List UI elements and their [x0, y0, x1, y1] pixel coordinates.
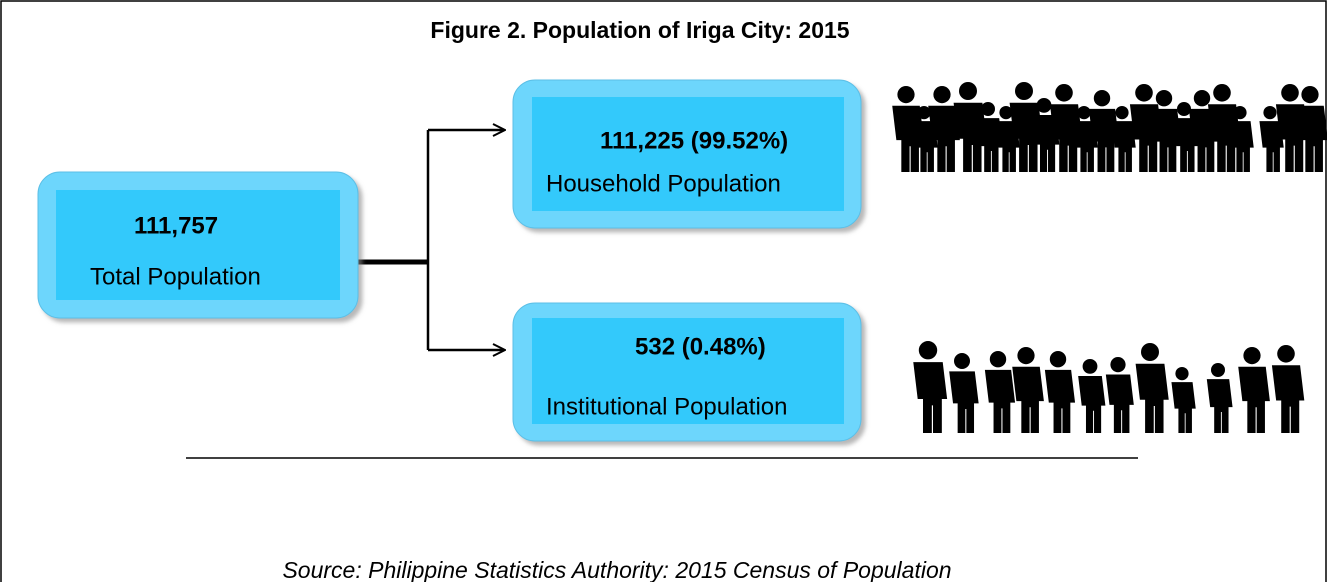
silhouette — [1238, 367, 1270, 433]
silhouette — [1272, 365, 1304, 433]
node-value: 111,225 (99.52%) — [600, 127, 788, 154]
silhouette — [1078, 376, 1105, 433]
silhouette — [1083, 359, 1098, 374]
node-value: 532 (0.48%) — [635, 333, 766, 360]
silhouette — [1141, 343, 1159, 361]
silhouette — [990, 351, 1006, 367]
node-label: Institutional Population — [546, 393, 788, 420]
silhouette — [1017, 347, 1034, 364]
silhouette — [1110, 357, 1125, 372]
silhouette — [919, 341, 937, 359]
silhouette — [1171, 382, 1195, 433]
silhouette — [1136, 364, 1169, 433]
silhouette — [913, 362, 947, 433]
people-icons — [892, 82, 1327, 433]
node-label: Total Population — [90, 263, 261, 290]
silhouette — [897, 86, 914, 103]
silhouette — [1012, 367, 1044, 433]
node-institutional: 532 (0.48%) Institutional Population — [513, 303, 861, 441]
silhouette — [1301, 86, 1318, 103]
silhouette — [1277, 345, 1295, 363]
silhouette — [985, 370, 1015, 433]
silhouette — [1281, 84, 1299, 102]
silhouette — [954, 353, 970, 369]
silhouette — [1015, 82, 1033, 100]
node-household: 111,225 (99.52%) Household Population — [513, 80, 861, 228]
silhouette — [1156, 90, 1172, 106]
silhouette — [1263, 106, 1276, 119]
silhouette — [1045, 370, 1075, 433]
silhouette — [1094, 90, 1110, 106]
silhouette — [933, 86, 950, 103]
silhouette — [959, 82, 977, 100]
silhouette — [949, 371, 978, 433]
silhouette — [1194, 90, 1210, 106]
silhouette — [1211, 363, 1225, 377]
diagram: Figure 2. Population of Iriga City: 2015… — [0, 0, 1327, 582]
silhouette — [1115, 106, 1128, 119]
silhouette — [981, 102, 995, 116]
silhouette — [1111, 121, 1135, 172]
node-label: Household Population — [546, 170, 781, 197]
silhouette — [1135, 84, 1153, 102]
silhouette — [1077, 106, 1090, 119]
silhouette — [1207, 379, 1233, 433]
title: Figure 2. Population of Iriga City: 2015 — [430, 17, 849, 43]
silhouette — [1243, 347, 1260, 364]
silhouette — [1213, 84, 1231, 102]
silhouette — [1106, 374, 1134, 433]
silhouette — [1050, 351, 1066, 367]
silhouette — [1037, 98, 1052, 113]
silhouette — [1175, 367, 1188, 380]
silhouette — [1233, 106, 1246, 119]
source: Source: Philippine Statistics Authority:… — [282, 557, 951, 582]
node-total: 111,757 Total Population — [38, 172, 358, 318]
node-value: 111,757 — [134, 212, 218, 239]
silhouette — [1055, 84, 1073, 102]
